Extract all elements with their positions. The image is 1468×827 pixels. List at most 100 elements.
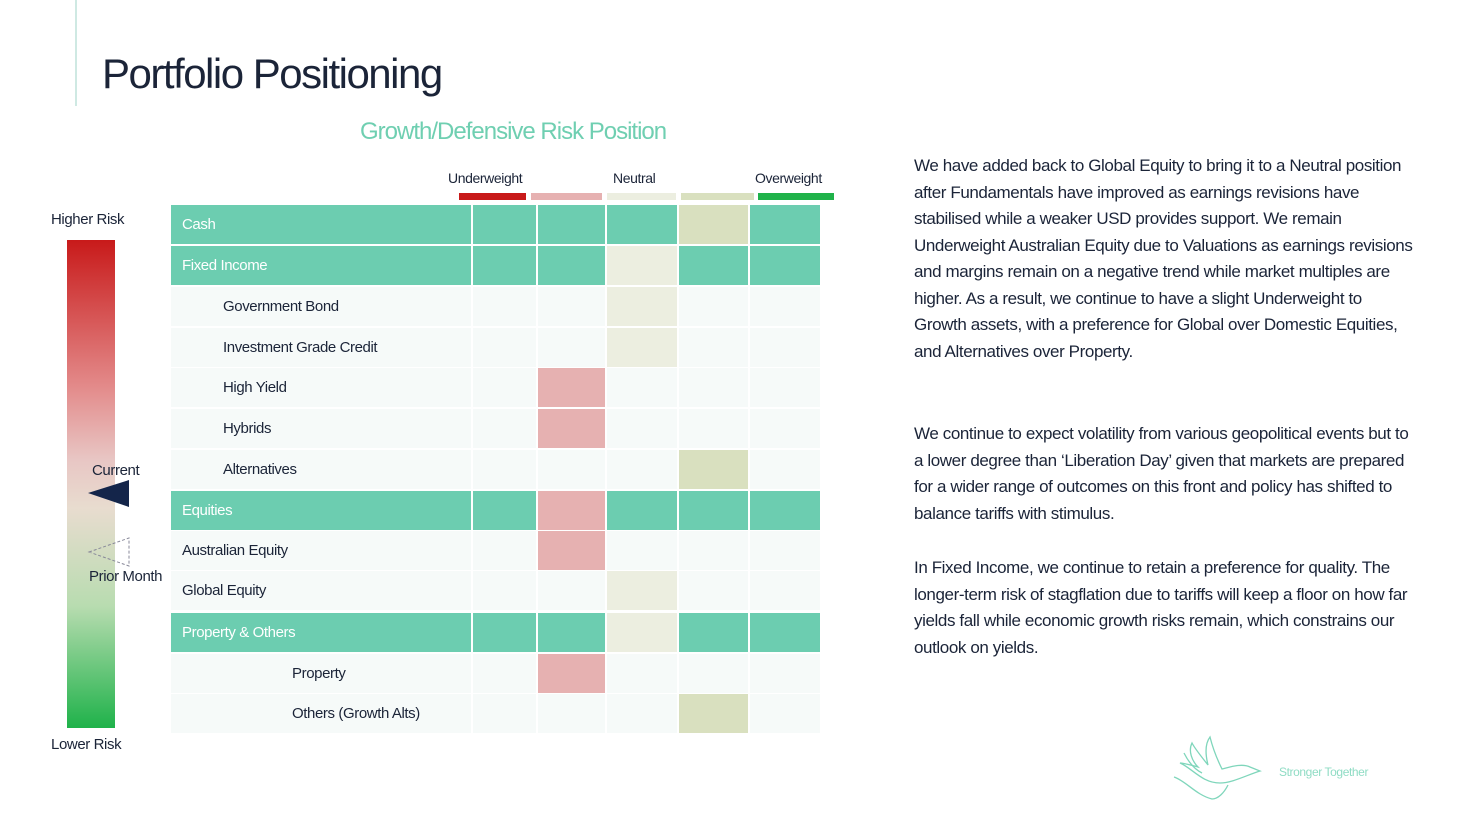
grid-cell — [473, 654, 536, 693]
table-row: Equities — [171, 491, 821, 530]
position-marker-cell — [679, 205, 748, 244]
legend-neutral: Neutral — [613, 170, 656, 186]
row-label: High Yield — [171, 368, 471, 407]
table-row: Global Equity — [171, 571, 821, 610]
grid-cell — [750, 654, 820, 693]
grid-cell — [750, 287, 820, 326]
grid-cell — [473, 571, 536, 610]
risk-gradient-bar — [67, 240, 115, 728]
grid-cell — [607, 491, 677, 530]
legend-overweight: Overweight — [755, 170, 822, 186]
grid-cell — [679, 531, 748, 570]
position-marker-cell — [607, 287, 677, 326]
row-label: Government Bond — [171, 287, 471, 326]
legend-underweight: Underweight — [448, 170, 523, 186]
commentary-paragraph-1: We have added back to Global Equity to b… — [914, 156, 1413, 361]
position-marker-cell — [679, 694, 748, 733]
grid-cell — [538, 571, 605, 610]
grid-cell — [473, 205, 536, 244]
grid-cell — [750, 368, 820, 407]
grid-cell — [750, 328, 820, 367]
grid-cell — [538, 246, 605, 285]
grid-cell — [679, 368, 748, 407]
grid-cell — [473, 694, 536, 733]
grid-cell — [538, 450, 605, 489]
grid-cell — [679, 571, 748, 610]
grid-cell — [538, 694, 605, 733]
dove-logo-icon — [1173, 735, 1262, 800]
legend-swatch — [758, 193, 834, 200]
row-label: Hybrids — [171, 409, 471, 448]
row-label: Australian Equity — [171, 531, 471, 570]
grid-cell — [473, 246, 536, 285]
grid-cell — [607, 654, 677, 693]
grid-cell — [607, 694, 677, 733]
row-label: Cash — [171, 205, 471, 244]
current-arrow-icon — [88, 480, 129, 507]
accent-line — [75, 0, 77, 106]
table-row: Property — [171, 654, 821, 693]
table-row: Government Bond — [171, 287, 821, 326]
grid-cell — [473, 328, 536, 367]
grid-cell — [750, 491, 820, 530]
row-label: Property — [171, 654, 471, 693]
grid-cell — [607, 409, 677, 448]
grid-cell — [679, 654, 748, 693]
grid-cell — [679, 328, 748, 367]
grid-cell — [679, 491, 748, 530]
table-row: High Yield — [171, 368, 821, 407]
table-row: Cash — [171, 205, 821, 244]
legend-swatch — [531, 193, 602, 200]
position-marker-cell — [607, 571, 677, 610]
table-row: Fixed Income — [171, 246, 821, 285]
table-row: Hybrids — [171, 409, 821, 448]
table-row: Australian Equity — [171, 531, 821, 570]
grid-cell — [473, 491, 536, 530]
grid-cell — [538, 287, 605, 326]
commentary-paragraph-3: In Fixed Income, we continue to retain a… — [914, 558, 1408, 657]
legend-swatch — [681, 193, 754, 200]
lower-risk-label: Lower Risk — [51, 736, 122, 753]
position-marker-cell — [538, 531, 605, 570]
grid-cell — [607, 368, 677, 407]
chart-subtitle: Growth/Defensive Risk Position — [360, 118, 667, 145]
grid-cell — [750, 205, 820, 244]
row-label: Global Equity — [171, 571, 471, 610]
grid-cell — [750, 571, 820, 610]
legend-swatch — [607, 193, 676, 200]
position-marker-cell — [607, 613, 677, 652]
grid-cell — [750, 450, 820, 489]
row-label: Fixed Income — [171, 246, 471, 285]
row-label: Alternatives — [171, 450, 471, 489]
commentary-paragraph-2: We continue to expect volatility from va… — [914, 424, 1409, 523]
grid-cell — [538, 613, 605, 652]
grid-cell — [473, 287, 536, 326]
grid-cell — [679, 287, 748, 326]
grid-cell — [750, 409, 820, 448]
position-marker-cell — [538, 409, 605, 448]
legend-swatch — [459, 193, 526, 200]
grid-cell — [750, 694, 820, 733]
grid-cell — [473, 368, 536, 407]
grid-cell — [750, 531, 820, 570]
position-marker-cell — [679, 450, 748, 489]
position-marker-cell — [538, 654, 605, 693]
prior-month-label: Prior Month — [89, 568, 163, 585]
table-row: Others (Growth Alts) — [171, 694, 821, 733]
position-marker-cell — [607, 246, 677, 285]
grid-cell — [607, 531, 677, 570]
position-marker-cell — [607, 328, 677, 367]
table-row: Property & Others — [171, 613, 821, 652]
grid-cell — [607, 205, 677, 244]
grid-cell — [679, 409, 748, 448]
table-row: Alternatives — [171, 450, 821, 489]
grid-cell — [750, 613, 820, 652]
grid-cell — [473, 531, 536, 570]
row-label: Investment Grade Credit — [171, 328, 471, 367]
table-row: Investment Grade Credit — [171, 328, 821, 367]
grid-cell — [473, 409, 536, 448]
grid-cell — [473, 450, 536, 489]
footer-tagline: Stronger Together — [1279, 765, 1369, 779]
grid-cell — [679, 613, 748, 652]
grid-cell — [538, 328, 605, 367]
